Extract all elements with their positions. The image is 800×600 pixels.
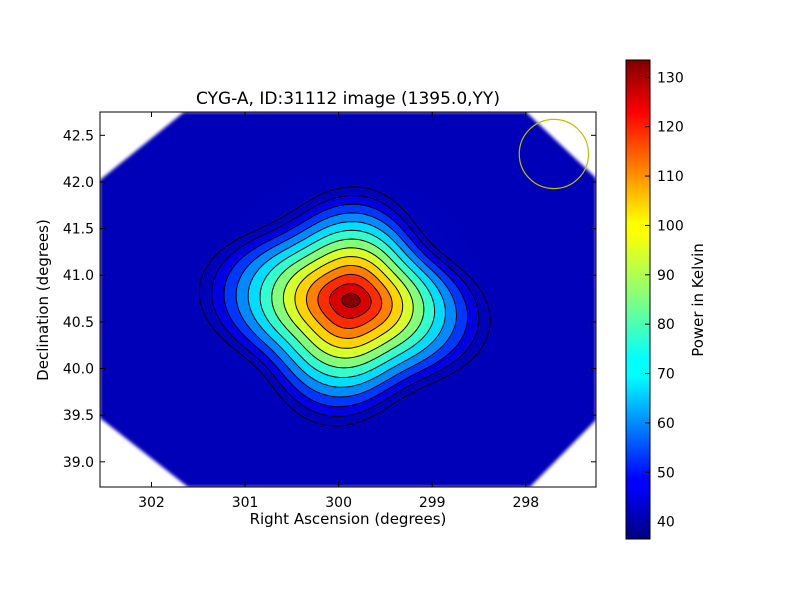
colorbar-label: Power in Kelvin [689, 243, 707, 357]
colorbar-tick-label: 70 [657, 367, 675, 383]
colorbar-tick-label: 90 [657, 268, 675, 284]
colorbar [625, 59, 651, 540]
plot-area [100, 112, 596, 487]
y-axis-label: Declination (degrees) [34, 219, 52, 381]
colorbar-tick-label: 100 [657, 218, 684, 234]
colorbar-tick-label: 120 [657, 120, 684, 136]
x-tick-label: 302 [138, 495, 165, 511]
y-tick-label: 41.5 [63, 222, 94, 238]
colorbar-tick-label: 110 [657, 169, 684, 185]
x-tick-label: 298 [512, 495, 539, 511]
y-tick-label: 39.0 [63, 455, 94, 471]
colorbar-tick-label: 50 [657, 465, 675, 481]
contour-lines [198, 186, 491, 427]
colorbar-tick-label: 40 [657, 515, 675, 531]
chart-title: CYG-A, ID:31112 image (1395.0,YY) [196, 89, 500, 109]
y-tick-label: 42.0 [63, 175, 94, 191]
colorbar-tick-label: 130 [657, 70, 684, 86]
y-axis-ticks: 39.0 39.5 40.0 40.5 41.0 41.5 42.0 42.5 [63, 128, 596, 471]
contour-level [341, 292, 361, 308]
y-tick-label: 42.5 [63, 128, 94, 144]
colorbar-tick-label: 60 [657, 416, 675, 432]
x-tick-label: 299 [419, 495, 446, 511]
colorbar-tick-label: 80 [657, 317, 675, 333]
beam-circle [518, 118, 590, 190]
y-tick-label: 40.0 [63, 362, 94, 378]
colorbar-ticks: 40 50 60 70 80 90 100 110 120 130 [645, 70, 684, 531]
x-axis-label: Right Ascension (degrees) [250, 510, 447, 528]
contour-level [198, 186, 491, 427]
axes-frame [99, 111, 597, 488]
x-tick-label: 300 [325, 495, 352, 511]
y-tick-label: 41.0 [63, 268, 94, 284]
x-tick-label: 301 [232, 495, 259, 511]
y-tick-label: 39.5 [63, 408, 94, 424]
y-tick-label: 40.5 [63, 315, 94, 331]
x-axis-ticks: 302 301 300 299 298 [138, 112, 539, 511]
